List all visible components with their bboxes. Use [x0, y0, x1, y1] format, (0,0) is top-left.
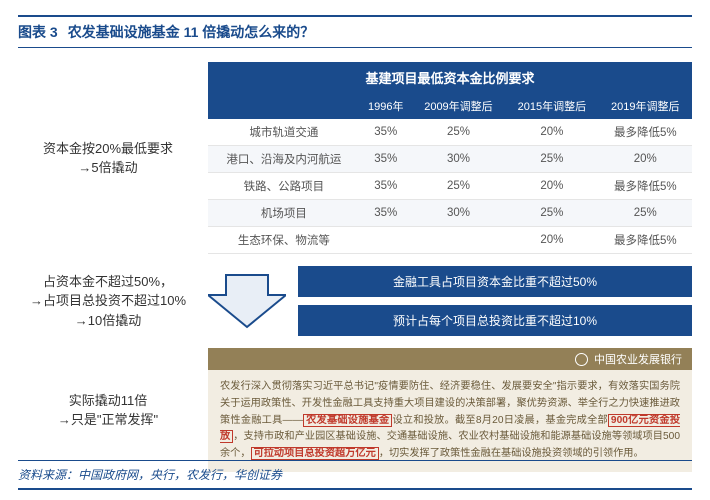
table-row: 港口、沿海及内河航运35%30%25%20%: [208, 146, 692, 173]
bank-hl-1: 农发基础设施基金: [303, 414, 393, 427]
left-3-line2: →只是"正常发挥": [58, 410, 158, 430]
arrow-row: 金融工具占项目资本金比重不超过50% 预计占每个项目总投资比重不超过10%: [208, 266, 692, 336]
blue-box-2: 预计占每个项目总投资比重不超过10%: [298, 305, 692, 336]
capital-table: 基建项目最低资本金比例要求 1996年 2009年调整后 2015年调整后 20…: [208, 62, 692, 254]
bank-header: 中国农业发展银行: [208, 348, 692, 370]
source-footer: 资料来源：中国政府网，央行，农发行，华创证券: [18, 460, 692, 490]
blue-boxes: 金融工具占项目资本金比重不超过50% 预计占每个项目总投资比重不超过10%: [298, 266, 692, 336]
bank-body: 农发行深入贯彻落实习近平总书记"疫情要防住、经济要稳住、发展要安全"指示要求，有…: [208, 370, 692, 472]
bank-text-mid1: 设立和投放。截至8月20日凌晨，基金完成全部: [392, 415, 607, 426]
chart-title: 农发基础设施基金 11 倍撬动怎么来的？: [68, 22, 315, 42]
table-row: 机场项目35%30%25%25%: [208, 200, 692, 227]
down-arrow-icon: [208, 271, 286, 331]
th-1996: 1996年: [360, 93, 412, 119]
th-2019: 2019年调整后: [599, 93, 692, 119]
left-1-line2: →5倍撬动: [78, 158, 137, 178]
table-title: 基建项目最低资本金比例要求: [208, 62, 692, 93]
table-row: 城市轨道交通35%25%20%最多降低5%: [208, 119, 692, 146]
left-2-line2: →占项目总投资不超过10%: [30, 291, 186, 311]
left-2-line1: 占资本金不超过50%，: [43, 272, 173, 292]
bank-block: 中国农业发展银行 农发行深入贯彻落实习近平总书记"疫情要防住、经济要稳住、发展要…: [208, 348, 692, 472]
capital-table-wrap: 基建项目最低资本金比例要求 1996年 2009年调整后 2015年调整后 20…: [208, 62, 692, 254]
bank-hl-3: 可拉动项目总投资超万亿元: [251, 447, 379, 460]
left-2-line3: →10倍撬动: [75, 311, 141, 331]
left-note-1: 资本金按20%最低要求 →5倍撬动: [18, 62, 198, 254]
left-1-line1: 资本金按20%最低要求: [43, 139, 173, 159]
left-note-2: 占资本金不超过50%， →占项目总投资不超过10% →10倍撬动: [18, 266, 198, 336]
th-2015: 2015年调整后: [505, 93, 598, 119]
main-grid: 资本金按20%最低要求 →5倍撬动 基建项目最低资本金比例要求 1996年 20…: [18, 62, 692, 472]
bank-logo-icon: [575, 353, 588, 366]
bank-name: 中国农业发展银行: [594, 351, 682, 367]
chart-number: 图表 3: [18, 22, 58, 42]
chart-header: 图表 3 农发基础设施基金 11 倍撬动怎么来的？: [18, 15, 692, 48]
table-row: 生态环保、物流等20%最多降低5%: [208, 227, 692, 254]
th-empty: [208, 93, 360, 119]
th-2009: 2009年调整后: [412, 93, 505, 119]
blue-box-1: 金融工具占项目资本金比重不超过50%: [298, 266, 692, 297]
left-3-line1: 实际撬动11倍: [69, 391, 148, 411]
bank-text-post: ，切实发挥了政策性金融在基础设施投资领域的引领作用。: [379, 448, 644, 459]
left-note-3: 实际撬动11倍 →只是"正常发挥": [18, 348, 198, 472]
table-row: 铁路、公路项目35%25%20%最多降低5%: [208, 173, 692, 200]
